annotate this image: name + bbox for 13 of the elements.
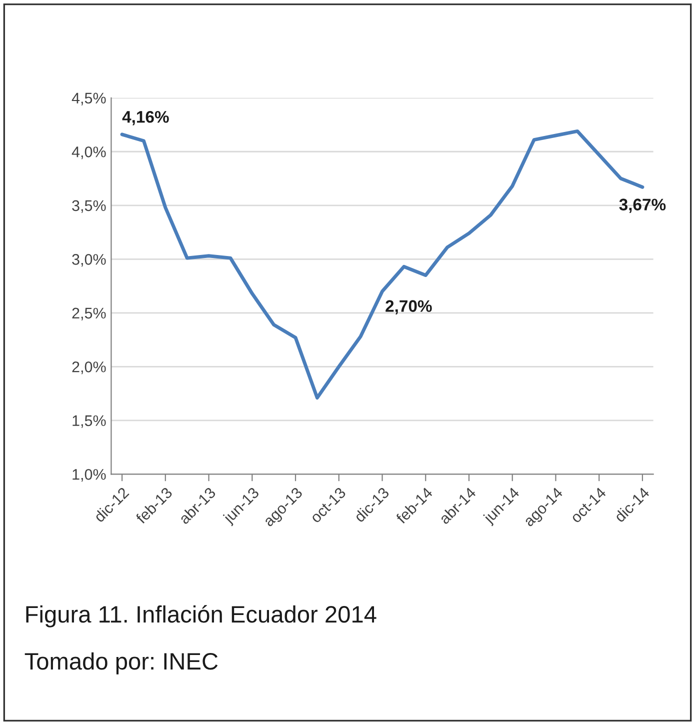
y-tick-label: 4,0% xyxy=(72,146,106,160)
annotation: 2,70% xyxy=(386,300,432,314)
annotation: 4,16% xyxy=(122,111,169,126)
text: Figura 11. Inflación Ecuador 2014 xyxy=(26,605,376,628)
y-tick-label: 4,5% xyxy=(72,92,106,106)
y-tick-label: 2,0% xyxy=(72,362,106,374)
text: Tomado por: INEC xyxy=(24,652,218,674)
y-tick-label: 3,0% xyxy=(72,254,106,267)
y-tick-label: 1,0% xyxy=(72,469,106,482)
annotation: 3,67% xyxy=(619,198,666,213)
y-tick-label: 3,5% xyxy=(72,200,106,213)
y-tick-label: 2,5% xyxy=(72,308,106,320)
y-tick-label: 1,5% xyxy=(72,415,106,428)
